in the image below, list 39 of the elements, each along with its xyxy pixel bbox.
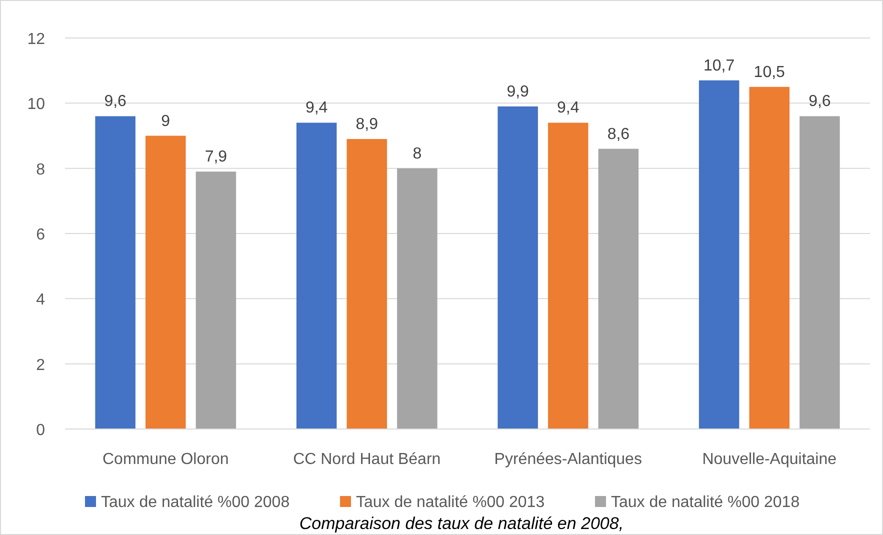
bar: [196, 172, 236, 429]
y-tick-label: 8: [36, 161, 46, 178]
x-tick-label: Nouvelle-Aquitaine: [702, 451, 837, 468]
bar: [800, 116, 840, 429]
text: Comparaison des taux de natalité en 2008,: [299, 514, 624, 533]
y-tick-label: 2: [36, 356, 46, 374]
bar: [749, 86, 790, 429]
data-label: 10,7: [703, 57, 735, 74]
y-tick-label: 10: [27, 96, 46, 114]
x-tick-label: CC Nord Haut Béarn: [293, 451, 441, 468]
bar: [498, 106, 538, 429]
bar: [548, 122, 588, 429]
data-label: 9,4: [305, 100, 328, 117]
y-tick-label: 0: [36, 422, 46, 439]
legend-label: Taux de natalité %00 2008: [101, 494, 290, 511]
bar: [146, 136, 186, 429]
data-label: 9,9: [506, 83, 530, 100]
data-label: 8,6: [607, 126, 630, 143]
data-label: 10,5: [754, 64, 786, 81]
y-tick-label: 4: [36, 292, 46, 309]
y-tick-label: 6: [36, 226, 46, 244]
data-label: 8,9: [356, 116, 378, 134]
data-label: 8: [412, 145, 422, 162]
legend-label: Taux de natalité %00 2013: [356, 494, 545, 511]
x-tick-label: Commune Oloron: [102, 451, 229, 468]
y-tick-label: 12: [27, 31, 46, 48]
data-label: 7,9: [204, 148, 228, 166]
bar: [397, 168, 438, 429]
bar: [346, 139, 387, 429]
bar: [95, 116, 136, 429]
data-label: 9,6: [808, 93, 831, 110]
bar: [598, 148, 639, 429]
x-tick-label: Pyrénées-Alantiques: [494, 451, 642, 468]
data-label: 9: [161, 112, 170, 130]
data-label: 9,4: [557, 100, 580, 117]
legend-label: Taux de natalité %00 2018: [611, 494, 800, 511]
bar: [296, 122, 337, 429]
bar: [698, 80, 740, 429]
data-label: 9,6: [104, 93, 127, 110]
